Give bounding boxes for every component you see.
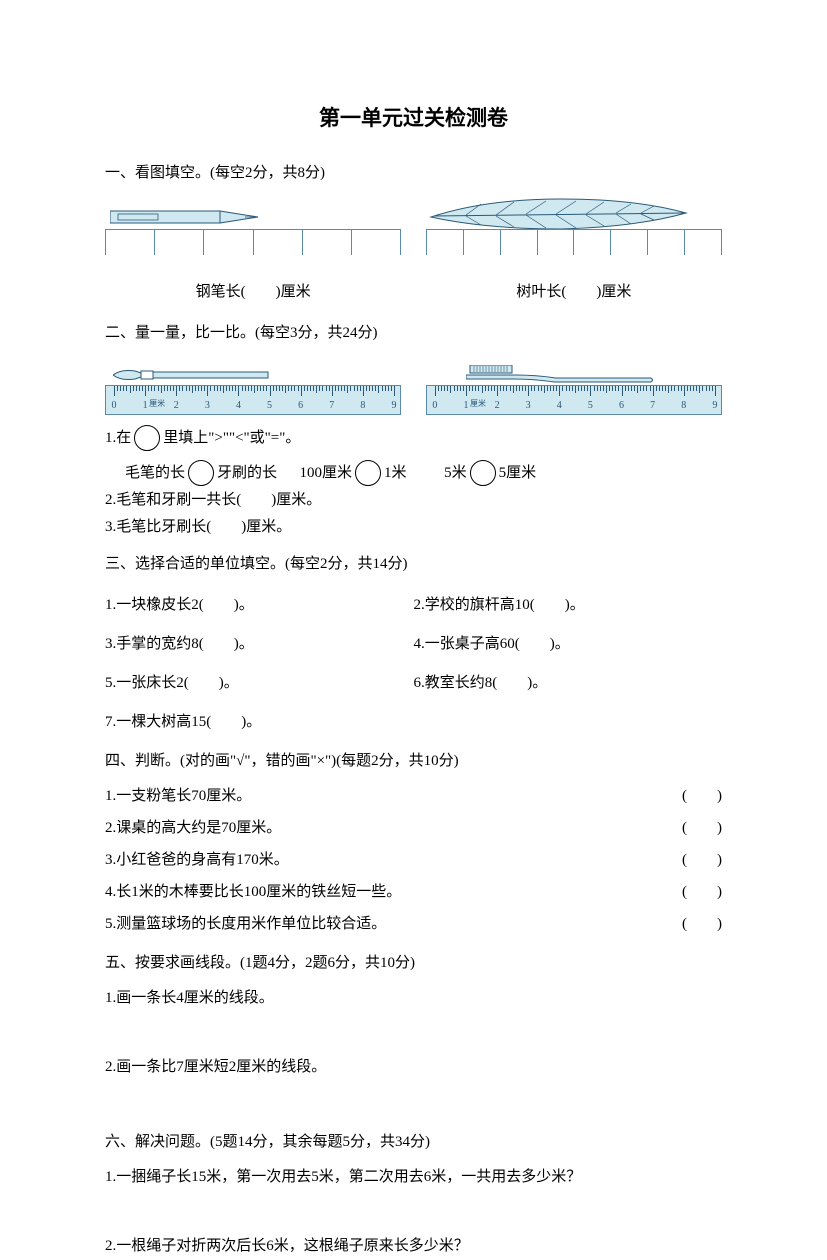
q1-item-leaf: 树叶长( )厘米 bbox=[426, 197, 722, 306]
q6-header: 六、解决问题。(5题14分，其余每题5分，共34分) bbox=[105, 1129, 722, 1156]
ruler-pen bbox=[105, 229, 401, 255]
ruler-number: 9 bbox=[712, 397, 717, 415]
circle-icon bbox=[134, 425, 160, 451]
judge-blank: ( ) bbox=[682, 879, 722, 906]
q3-item-1: 1.一块橡皮长2( )。 bbox=[105, 592, 414, 619]
q6-sub2: 2.一根绳子对折两次后长6米，这根绳子原来长多少米？ bbox=[105, 1233, 722, 1260]
q5-sub1: 1.画一条长4厘米的线段。 bbox=[105, 985, 722, 1012]
judge-blank: ( ) bbox=[682, 911, 722, 938]
page-title: 第一单元过关检测卷 bbox=[105, 100, 722, 138]
ruler-number: 1 bbox=[143, 397, 148, 415]
ruler-number: 6 bbox=[619, 397, 624, 415]
ruler-number: 1 bbox=[463, 397, 468, 415]
ruler-number: 6 bbox=[298, 397, 303, 415]
q2-comparisons: 毛笔的长 牙刷的长 100厘米 1米 5米 5厘米 bbox=[105, 460, 722, 487]
q2-line1-pre: 1.在 bbox=[105, 430, 131, 446]
ruler-toothbrush: 0 1 2 3 4 5 6 7 8 9 厘米 bbox=[426, 385, 722, 415]
q3-item-2: 2.学校的旗杆高10( )。 bbox=[414, 592, 723, 619]
ruler-leaf bbox=[426, 229, 722, 255]
ruler-brush: 0 1 2 3 4 5 6 7 8 9 厘米 bbox=[105, 385, 401, 415]
cm-label: 厘米 bbox=[149, 397, 165, 411]
pen-icon bbox=[110, 207, 270, 227]
q4-header: 四、判断。(对的画"√"，错的画"×")(每题2分，共10分) bbox=[105, 748, 722, 775]
q3-item-5: 5.一张床长2( )。 bbox=[105, 670, 414, 697]
q3-item-7: 7.一棵大树高15( )。 bbox=[105, 709, 722, 736]
ruler-number: 2 bbox=[495, 397, 500, 415]
q4-item: 2.课桌的高大约是70厘米。( ) bbox=[105, 815, 722, 842]
brush-icon bbox=[113, 366, 273, 384]
ruler-number: 0 bbox=[112, 397, 117, 415]
q3-item-4: 4.一张桌子高60( )。 bbox=[414, 631, 723, 658]
judge-blank: ( ) bbox=[682, 783, 722, 810]
comp3-left: 5米 bbox=[444, 465, 467, 481]
q5-header: 五、按要求画线段。(1题4分，2题6分，共10分) bbox=[105, 950, 722, 977]
q4-item: 4.长1米的木棒要比长100厘米的铁丝短一些。( ) bbox=[105, 879, 722, 906]
circle-icon bbox=[470, 460, 496, 486]
comp3-right: 5厘米 bbox=[499, 465, 537, 481]
ruler-number: 0 bbox=[432, 397, 437, 415]
q2-sub2: 2.毛笔和牙刷一共长( )厘米。 bbox=[105, 487, 722, 514]
q2-row: 0 1 2 3 4 5 6 7 8 9 厘米 0 1 2 3 4 5 6 7 8 9 厘米 bbox=[105, 359, 722, 415]
q4-item: 5.测量篮球场的长度用米作单位比较合适。( ) bbox=[105, 911, 722, 938]
circle-icon bbox=[355, 460, 381, 486]
ruler-number: 9 bbox=[392, 397, 397, 415]
ruler-number: 4 bbox=[557, 397, 562, 415]
q1-pen-text: 钢笔长( )厘米 bbox=[105, 279, 401, 306]
q3-item-3: 3.手掌的宽约8( )。 bbox=[105, 631, 414, 658]
ruler-number: 7 bbox=[329, 397, 334, 415]
judge-blank: ( ) bbox=[682, 847, 722, 874]
cm-label: 厘米 bbox=[470, 397, 486, 411]
leaf-icon bbox=[426, 195, 696, 233]
ruler-number: 3 bbox=[526, 397, 531, 415]
ruler-number: 4 bbox=[236, 397, 241, 415]
comp2-right: 1米 bbox=[384, 465, 407, 481]
q4-item: 3.小红爸爸的身高有170米。( ) bbox=[105, 847, 722, 874]
ruler-number: 2 bbox=[174, 397, 179, 415]
q6-sub1: 1.一捆绳子长15米，第一次用去5米，第二次用去6米，一共用去多少米？ bbox=[105, 1164, 722, 1191]
ruler-number: 3 bbox=[205, 397, 210, 415]
toothbrush-icon bbox=[466, 365, 656, 385]
q1-header: 一、看图填空。(每空2分，共8分) bbox=[105, 160, 722, 187]
comp2-left: 100厘米 bbox=[300, 465, 353, 481]
circle-icon bbox=[188, 460, 214, 486]
q2-toothbrush: 0 1 2 3 4 5 6 7 8 9 厘米 bbox=[426, 359, 722, 415]
q2-brush: 0 1 2 3 4 5 6 7 8 9 厘米 bbox=[105, 359, 401, 415]
q1-item-pen: 钢笔长( )厘米 bbox=[105, 197, 401, 306]
judge-blank: ( ) bbox=[682, 815, 722, 842]
ruler-number: 8 bbox=[360, 397, 365, 415]
ruler-number: 5 bbox=[267, 397, 272, 415]
q1-row: 钢笔长( )厘米 bbox=[105, 197, 722, 306]
comp1-left: 毛笔的长 bbox=[125, 465, 185, 481]
q2-header: 二、量一量，比一比。(每空3分，共24分) bbox=[105, 320, 722, 347]
q2-sub3: 3.毛笔比牙刷长( )厘米。 bbox=[105, 514, 722, 541]
comp1-right: 牙刷的长 bbox=[217, 465, 277, 481]
q3-item-6: 6.教室长约8( )。 bbox=[414, 670, 723, 697]
ruler-number: 8 bbox=[681, 397, 686, 415]
q2-line1-post: 里填上">""<"或"="。 bbox=[163, 430, 300, 446]
q3-header: 三、选择合适的单位填空。(每空2分，共14分) bbox=[105, 551, 722, 578]
q4-item: 1.一支粉笔长70厘米。( ) bbox=[105, 783, 722, 810]
q1-leaf-text: 树叶长( )厘米 bbox=[426, 279, 722, 306]
ruler-number: 7 bbox=[650, 397, 655, 415]
ruler-number: 5 bbox=[588, 397, 593, 415]
q2-line1: 1.在 里填上">""<"或"="。 bbox=[105, 425, 722, 452]
q5-sub2: 2.画一条比7厘米短2厘米的线段。 bbox=[105, 1054, 722, 1081]
